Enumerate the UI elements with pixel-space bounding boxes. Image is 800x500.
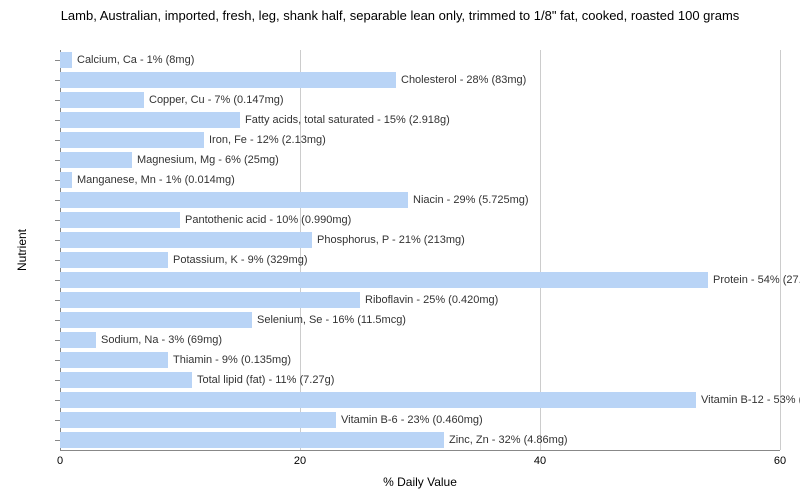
y-tick-mark — [55, 280, 60, 281]
y-tick-mark — [55, 340, 60, 341]
x-tick-label: 40 — [534, 455, 546, 467]
y-tick-mark — [55, 100, 60, 101]
bar-label: Potassium, K - 9% (329mg) — [173, 252, 308, 268]
x-tick-label: 0 — [57, 455, 63, 467]
bar-label: Phosphorus, P - 21% (213mg) — [317, 232, 465, 248]
y-tick-mark — [55, 200, 60, 201]
bar — [60, 372, 192, 388]
y-tick-mark — [55, 140, 60, 141]
bar-label: Selenium, Se - 16% (11.5mcg) — [257, 312, 406, 328]
bar — [60, 112, 240, 128]
bar — [60, 172, 72, 188]
x-tick-label: 20 — [294, 455, 306, 467]
x-tick-label: 60 — [774, 455, 786, 467]
bar-label: Copper, Cu - 7% (0.147mg) — [149, 92, 284, 108]
grid-line — [780, 50, 781, 450]
chart-title: Lamb, Australian, imported, fresh, leg, … — [0, 0, 800, 29]
bar — [60, 292, 360, 308]
bar — [60, 152, 132, 168]
bar — [60, 432, 444, 448]
y-tick-mark — [55, 440, 60, 441]
y-axis — [60, 50, 61, 450]
bar — [60, 52, 72, 68]
bar-label: Magnesium, Mg - 6% (25mg) — [137, 152, 279, 168]
bar — [60, 252, 168, 268]
bar — [60, 212, 180, 228]
plot: 0204060Calcium, Ca - 1% (8mg)Cholesterol… — [60, 50, 780, 450]
bar-label: Vitamin B-6 - 23% (0.460mg) — [341, 412, 483, 428]
y-tick-mark — [55, 220, 60, 221]
bar — [60, 392, 696, 408]
bar-label: Thiamin - 9% (0.135mg) — [173, 352, 291, 368]
bar-label: Zinc, Zn - 32% (4.86mg) — [449, 432, 568, 448]
y-tick-mark — [55, 380, 60, 381]
bar — [60, 332, 96, 348]
y-tick-mark — [55, 160, 60, 161]
y-tick-mark — [55, 260, 60, 261]
bar — [60, 312, 252, 328]
chart-area: 0204060Calcium, Ca - 1% (8mg)Cholesterol… — [60, 50, 780, 450]
bar-label: Niacin - 29% (5.725mg) — [413, 192, 529, 208]
bar-label: Iron, Fe - 12% (2.13mg) — [209, 132, 326, 148]
y-tick-mark — [55, 360, 60, 361]
x-axis — [60, 450, 780, 451]
y-tick-mark — [55, 120, 60, 121]
bar-label: Vitamin B-12 - 53% (3.19mcg) — [701, 392, 800, 408]
y-tick-mark — [55, 240, 60, 241]
x-axis-label: % Daily Value — [60, 475, 780, 489]
y-tick-mark — [55, 80, 60, 81]
bar-label: Manganese, Mn - 1% (0.014mg) — [77, 172, 235, 188]
grid-line — [540, 50, 541, 450]
bar — [60, 272, 708, 288]
bar — [60, 352, 168, 368]
y-tick-mark — [55, 180, 60, 181]
y-tick-mark — [55, 420, 60, 421]
bar-label: Riboflavin - 25% (0.420mg) — [365, 292, 498, 308]
bar — [60, 92, 144, 108]
bar-label: Sodium, Na - 3% (69mg) — [101, 332, 222, 348]
bar — [60, 412, 336, 428]
bar-label: Total lipid (fat) - 11% (7.27g) — [197, 372, 334, 388]
y-tick-mark — [55, 400, 60, 401]
y-tick-mark — [55, 320, 60, 321]
bar — [60, 132, 204, 148]
bar — [60, 192, 408, 208]
bar-label: Pantothenic acid - 10% (0.990mg) — [185, 212, 351, 228]
grid-line — [300, 50, 301, 450]
y-tick-mark — [55, 300, 60, 301]
bar — [60, 72, 396, 88]
y-tick-mark — [55, 60, 60, 61]
bar-label: Calcium, Ca - 1% (8mg) — [77, 52, 194, 68]
bar — [60, 232, 312, 248]
bar-label: Fatty acids, total saturated - 15% (2.91… — [245, 112, 450, 128]
bar-label: Protein - 54% (27.18g) — [713, 272, 800, 288]
y-axis-label: Nutrient — [15, 229, 29, 271]
bar-label: Cholesterol - 28% (83mg) — [401, 72, 526, 88]
